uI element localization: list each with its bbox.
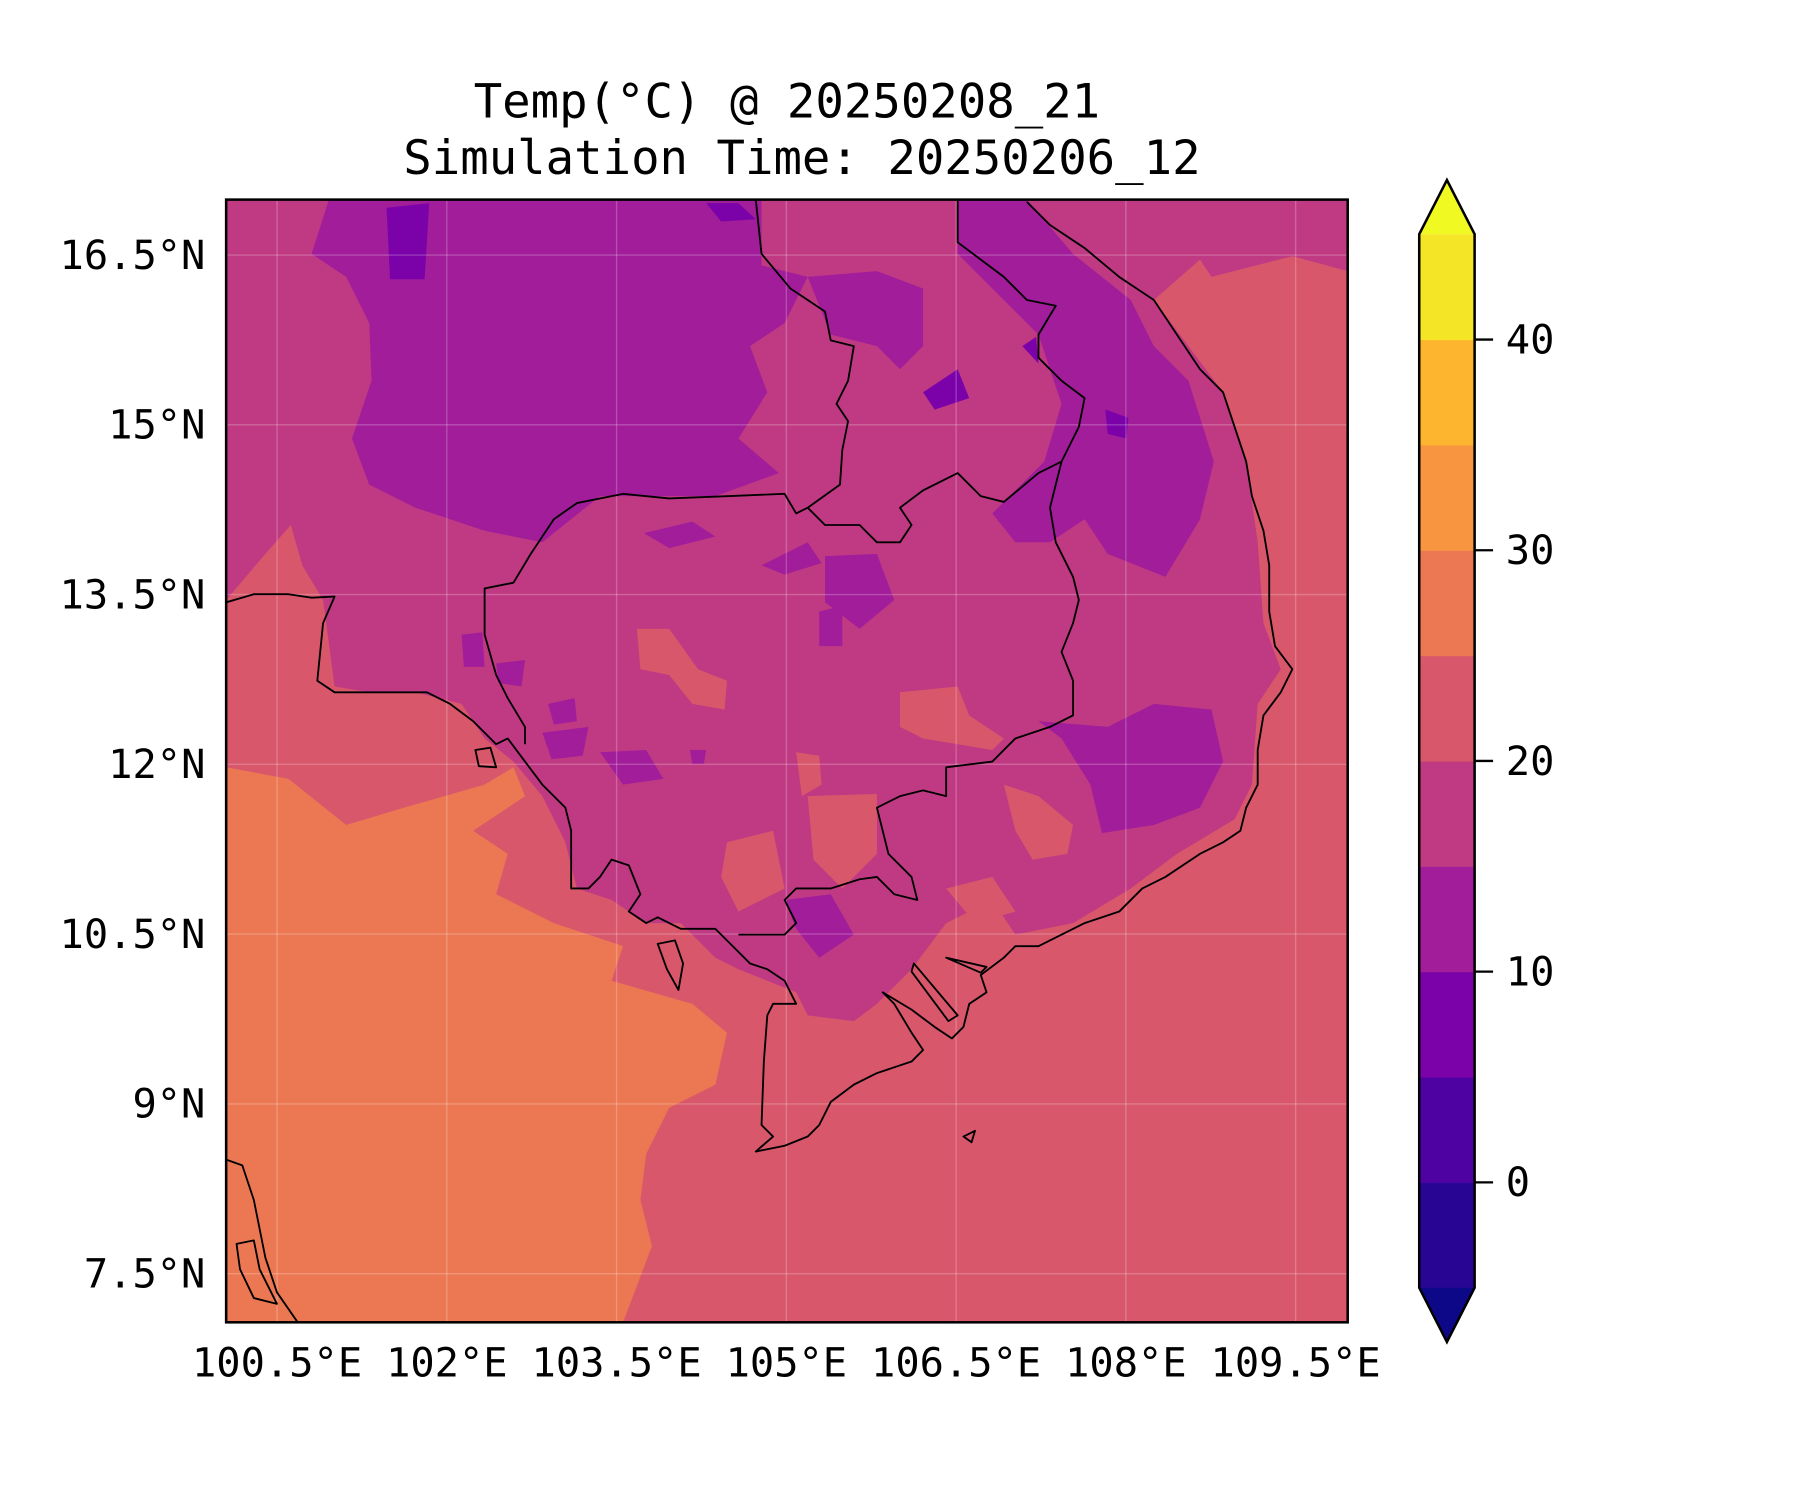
x-tick-label: 106.5°E: [871, 1340, 1041, 1387]
colorbar-box: [1419, 1077, 1475, 1183]
x-tick-label: 108°E: [1065, 1340, 1187, 1387]
y-tick-labels: 16.5°N 15°N 13.5°N 12°N 10.5°N 9°N 7.5°N: [60, 232, 206, 1298]
x-tick-label: 100.5°E: [192, 1340, 362, 1387]
colorbar-outline: [1417, 177, 1476, 1345]
y-tick-label: 16.5°N: [60, 232, 206, 279]
coastline-malay-peninsula: [226, 1158, 299, 1323]
colorbar-box: [1419, 339, 1475, 446]
colorbar-extend-low: [1419, 1287, 1475, 1342]
y-tick-label: 10.5°N: [60, 911, 206, 958]
gridlines: [226, 199, 1348, 1323]
colorbar-box: [1419, 971, 1475, 1078]
colorbar-box: [1419, 655, 1475, 762]
contour-25-30-gulf: [226, 259, 727, 1323]
contour-10-15-north: [311, 199, 1224, 958]
y-tick-label: 12°N: [108, 741, 205, 788]
y-tick-label: 15°N: [108, 402, 205, 449]
map-plot-area: [226, 199, 1348, 1323]
colorbar-box: [1419, 1182, 1475, 1289]
x-tick-label: 105°E: [726, 1340, 848, 1387]
coastline: [226, 201, 1294, 1153]
colorbar-box: [1419, 760, 1475, 867]
colorbar-tick-label: 40: [1506, 316, 1555, 363]
x-tick-label: 109.5°E: [1211, 1340, 1381, 1387]
y-tick-label: 9°N: [132, 1081, 205, 1128]
colorbar-tick-label: 0: [1506, 1159, 1530, 1206]
chart-title: Temp(°C) @ 20250208_21: [474, 75, 1100, 130]
colorbar-box: [1419, 550, 1475, 657]
colorbar: 0 10 20 30 40: [1417, 177, 1555, 1345]
chart-subtitle: Simulation Time: 20250206_12: [403, 131, 1200, 186]
colorbar-tick-label: 20: [1506, 738, 1555, 785]
x-tick-labels: 100.5°E 102°E 103.5°E 105°E 106.5°E 108°E 109.…: [192, 1340, 1381, 1387]
contour-5-10-spots: [386, 203, 1129, 439]
plot-frame: [224, 198, 1349, 1324]
colorbar-box: [1419, 866, 1475, 973]
colorbar-tick-label: 30: [1506, 527, 1555, 574]
colorbar-box: [1419, 444, 1475, 551]
coastline-islands: [235, 746, 988, 1305]
y-tick-label: 7.5°N: [84, 1250, 206, 1297]
colorbar-tick-label: 10: [1506, 948, 1555, 995]
x-tick-label: 102°E: [386, 1340, 508, 1387]
x-tick-label: 103.5°E: [532, 1340, 702, 1387]
y-tick-label: 13.5°N: [60, 571, 206, 618]
colorbar-box: [1419, 234, 1475, 341]
colorbar-extend-high: [1419, 180, 1475, 235]
country-borders: [483, 199, 1086, 936]
